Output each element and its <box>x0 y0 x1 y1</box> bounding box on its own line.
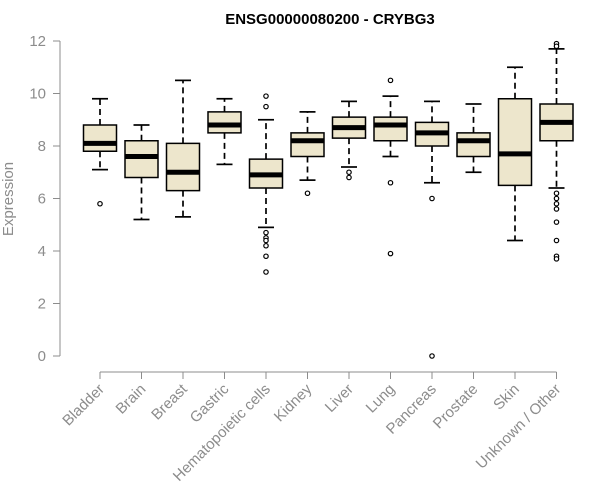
box-group <box>414 100 450 359</box>
box-group <box>207 97 242 166</box>
iqr-box <box>82 124 118 152</box>
y-tick-label: 6 <box>38 191 46 208</box>
outlier-point <box>387 179 394 186</box>
outlier-point <box>553 219 560 225</box>
box-group <box>373 77 408 257</box>
x-tick-label: Kidney <box>271 380 316 425</box>
y-tick-label: 0 <box>38 348 46 365</box>
outlier-point <box>553 195 560 202</box>
iqr-box <box>456 132 491 158</box>
iqr-box <box>165 142 201 192</box>
iqr-box <box>207 111 242 134</box>
box-group <box>82 97 118 207</box>
boxes <box>82 40 574 359</box>
iqr-box <box>290 132 325 158</box>
outlier-point <box>429 195 435 202</box>
box-group <box>497 66 533 242</box>
x-tick-label: Skin <box>490 381 523 414</box>
y-tick-label: 4 <box>38 243 46 260</box>
outlier-point <box>346 169 352 176</box>
outlier-point <box>429 353 435 359</box>
box-group <box>539 40 574 262</box>
y-tick-label: 8 <box>38 138 46 155</box>
iqr-box <box>373 116 408 142</box>
box-group <box>248 93 284 275</box>
outlier-point <box>387 250 394 257</box>
outlier-point <box>346 174 352 181</box>
outlier-point <box>263 103 269 110</box>
outlier-point <box>553 43 560 50</box>
outlier-point <box>553 206 560 212</box>
outlier-point <box>263 93 269 99</box>
box-group <box>124 124 159 221</box>
box-group <box>290 111 325 197</box>
outlier-point <box>553 237 560 244</box>
outlier-point <box>553 200 560 207</box>
box-group <box>456 103 491 174</box>
y-tick-label: 12 <box>29 33 46 50</box>
y-axis-label: Expression <box>0 162 17 236</box>
x-tick-label: Bladder <box>59 381 108 430</box>
x-tick-label: Brain <box>113 381 150 418</box>
iqr-box <box>497 98 533 187</box>
x-tick-label: Prostate <box>430 381 482 433</box>
outlier-point <box>263 269 269 275</box>
box-group <box>331 100 367 181</box>
y-tick-label: 10 <box>29 86 46 103</box>
iqr-box <box>124 140 159 179</box>
outlier-point <box>387 77 394 84</box>
outlier-point <box>553 190 560 197</box>
chart-title: ENSG00000080200 - CRYBG3 <box>225 11 435 28</box>
outlier-point <box>553 256 560 262</box>
x-tick-label: Breast <box>148 380 191 423</box>
outlier-point <box>263 242 269 249</box>
outlier-point <box>304 190 311 197</box>
outlier-point <box>97 200 103 207</box>
x-tick-label: Lung <box>363 381 399 417</box>
outlier-point <box>263 253 269 260</box>
outlier-point <box>263 229 269 236</box>
outlier-point <box>263 237 269 244</box>
x-tick-label: Liver <box>322 381 357 416</box>
box-group <box>165 79 201 218</box>
y-tick-label: 2 <box>38 296 46 313</box>
